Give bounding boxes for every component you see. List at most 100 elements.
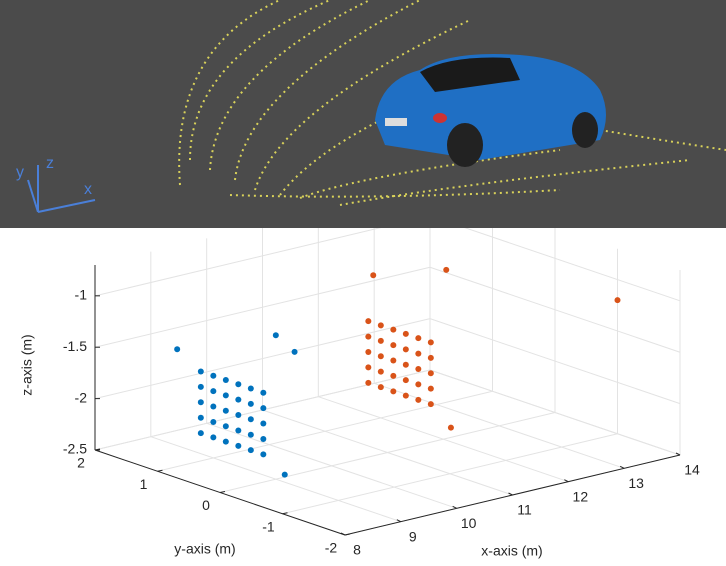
z-tick-label: -1 [75,287,88,303]
z-tick-label: -2 [75,389,88,405]
x-tick-label: 9 [409,528,417,544]
y-tick-label: 1 [140,476,148,492]
x-tick-label: 10 [461,515,477,531]
x-tick-label: 13 [628,475,644,491]
x-tick-label: 12 [573,488,589,504]
y-arrow [27,179,39,213]
wheel [572,112,598,148]
point [377,384,384,391]
grid-line [94,266,431,348]
point [427,354,434,361]
y-tick-label: -1 [262,518,275,534]
grid-line [282,433,618,515]
y-tick-label: 2 [77,455,85,471]
x-tick [675,452,681,456]
y-axis-label: y-axis (m) [174,541,235,557]
grid-line [157,390,493,472]
point [365,349,372,355]
z-tick-label: -1.5 [63,338,87,354]
point [235,381,242,388]
ring [189,0,331,161]
point [174,346,181,353]
point [415,366,422,372]
point [402,330,409,337]
grid-line [219,412,556,493]
point [272,332,279,339]
point [390,326,397,333]
point [197,368,204,375]
point [427,339,434,346]
tail-light [433,113,447,123]
point [377,322,384,329]
point [247,431,254,438]
ring [209,0,371,171]
x-tick-label: 11 [517,502,532,518]
point [210,418,217,425]
point [415,335,422,342]
axis-letter: x [84,181,92,198]
scene-view: y z x [0,0,726,228]
y-tick-label: -2 [325,540,338,556]
point [291,348,298,355]
point [197,399,204,406]
axis-letter: y [16,164,24,181]
plate [385,118,407,126]
y-tick [157,469,163,472]
point [415,396,422,403]
x-axis-label: x-axis (m) [481,543,542,559]
point [235,427,242,434]
x-tick [396,519,402,523]
axes-indicator [27,165,96,213]
x-tick [508,492,513,496]
point [415,381,422,388]
point [390,342,397,349]
axis-letter: z [46,155,54,172]
y-tick [344,533,351,536]
ground [0,0,726,228]
point [447,424,454,431]
chart: z-axis (m) y-axis (m) x-axis (m) -2.5 -2 -… [19,228,700,559]
y-tick [219,491,226,493]
point [222,407,229,414]
x-tick [619,465,625,469]
point [365,379,372,386]
point [210,434,217,441]
x-tick [340,532,346,536]
grid-line [94,318,431,400]
point [235,412,242,419]
car-window [420,57,520,92]
point [235,442,242,449]
point [247,400,254,407]
point [370,272,377,279]
z-tick-label: -2.5 [63,441,87,457]
point [197,430,204,437]
ring [299,149,561,199]
point [402,361,409,368]
point [210,372,217,379]
point [210,403,217,410]
point [197,383,204,390]
ring [254,19,471,191]
point [222,392,229,399]
grid-line [429,266,681,353]
ring [339,159,691,206]
x-arrow [37,199,96,213]
point [365,318,372,325]
point [222,423,229,430]
wheel [447,123,483,167]
point [390,372,397,379]
ring [599,129,726,151]
car [375,54,606,167]
point [377,368,384,375]
y-tick [282,512,288,515]
x-tick [452,505,457,509]
z-axis-label: z-axis (m) [19,334,35,395]
grid-line [429,369,681,456]
y-tick [94,448,101,451]
point [390,388,397,395]
x-tick-label: 14 [684,462,700,478]
x-tick [564,479,569,483]
grid-line [94,228,382,297]
point [260,405,267,412]
